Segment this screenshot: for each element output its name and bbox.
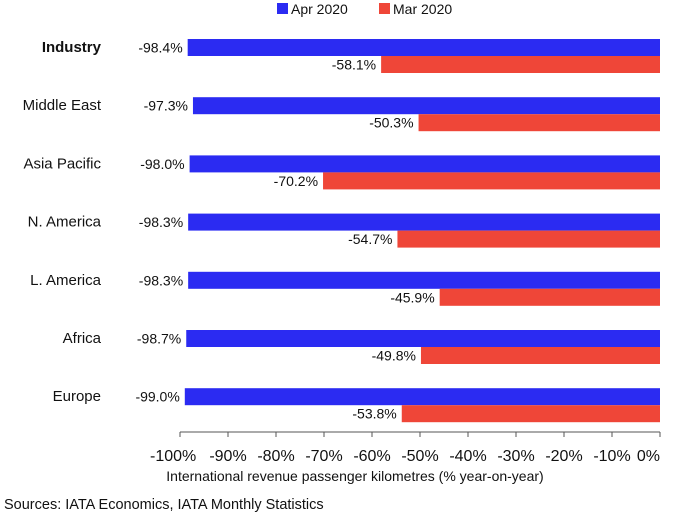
category-label: L. America <box>30 272 102 289</box>
chart-bars: Industry -98.4% -58.1% Middle East -97.3% -50… <box>23 39 661 423</box>
x-tick-label: -50% <box>401 448 438 465</box>
category-group-middle-east: Middle East -97.3% -50.3% <box>23 97 660 132</box>
x-tick-label: 0% <box>637 448 660 465</box>
bar-mar-2020-middle-east <box>418 114 660 132</box>
x-tick-label: -30% <box>497 448 534 465</box>
x-tick-label: -60% <box>353 448 390 465</box>
data-label-apr-2020-n-america: -98.3% <box>139 214 183 230</box>
x-axis-title: International revenue passenger kilometr… <box>166 468 543 484</box>
category-label: Asia Pacific <box>23 155 101 172</box>
category-label: Middle East <box>23 97 102 114</box>
bar-mar-2020-asia-pacific <box>323 172 660 190</box>
legend-swatch-mar-2020 <box>379 3 390 14</box>
category-group-asia-pacific: Asia Pacific -98.0% -70.2% <box>23 155 660 190</box>
chart-legend: Apr 2020 Mar 2020 <box>277 1 452 17</box>
category-label: Industry <box>42 39 102 56</box>
data-label-mar-2020-africa: -49.8% <box>372 348 416 364</box>
bar-mar-2020-industry <box>381 56 660 73</box>
bar-apr-2020-industry <box>187 39 660 56</box>
bar-apr-2020-middle-east <box>192 97 660 115</box>
data-label-mar-2020-middle-east: -50.3% <box>369 115 413 131</box>
data-label-apr-2020-middle-east: -97.3% <box>144 98 188 114</box>
category-label: Africa <box>63 330 102 347</box>
bar-apr-2020-l-america <box>188 271 660 289</box>
bar-apr-2020-europe <box>184 388 661 406</box>
x-tick-label: -10% <box>593 448 630 465</box>
legend-label-apr-2020: Apr 2020 <box>291 1 348 17</box>
bar-apr-2020-africa <box>186 330 661 347</box>
x-tick-label: -70% <box>305 448 342 465</box>
x-tick-label: -90% <box>209 448 246 465</box>
data-label-mar-2020-l-america: -45.9% <box>390 289 434 305</box>
x-axis: -100% -90% -80% -70% -60% -50% -40% -30% -20% -10… <box>150 431 661 465</box>
bar-mar-2020-l-america <box>439 288 660 306</box>
data-label-mar-2020-asia-pacific: -70.2% <box>274 173 318 189</box>
data-label-mar-2020-europe: -53.8% <box>352 406 396 422</box>
data-label-apr-2020-africa: -98.7% <box>137 331 181 347</box>
data-label-mar-2020-industry: -58.1% <box>332 57 376 73</box>
category-group-africa: Africa -98.7% -49.8% <box>63 330 661 364</box>
x-tick-label: -40% <box>449 448 486 465</box>
bar-apr-2020-n-america <box>188 213 660 231</box>
category-label: N. America <box>28 214 102 231</box>
category-group-l-america: L. America -98.3% -45.9% <box>30 271 660 306</box>
category-group-industry: Industry -98.4% -58.1% <box>42 39 660 73</box>
bar-mar-2020-africa <box>420 347 660 364</box>
data-label-apr-2020-l-america: -98.3% <box>139 272 183 288</box>
x-tick-label: -100% <box>150 448 196 465</box>
category-label: Europe <box>53 388 101 405</box>
data-label-apr-2020-asia-pacific: -98.0% <box>140 156 184 172</box>
data-label-apr-2020-europe: -99.0% <box>135 389 179 405</box>
bar-apr-2020-asia-pacific <box>189 155 660 173</box>
legend-swatch-apr-2020 <box>277 3 288 14</box>
legend-label-mar-2020: Mar 2020 <box>393 1 452 17</box>
bar-mar-2020-n-america <box>397 230 660 248</box>
source-note: Sources: IATA Economics, IATA Monthly St… <box>4 497 324 513</box>
category-group-n-america: N. America -98.3% -54.7% <box>28 213 660 248</box>
x-tick-label: -20% <box>545 448 582 465</box>
data-label-mar-2020-n-america: -54.7% <box>348 231 392 247</box>
x-tick-label: -80% <box>257 448 294 465</box>
category-group-europe: Europe -99.0% -53.8% <box>53 388 661 423</box>
bar-mar-2020-europe <box>401 405 660 423</box>
data-label-apr-2020-industry: -98.4% <box>138 40 182 56</box>
